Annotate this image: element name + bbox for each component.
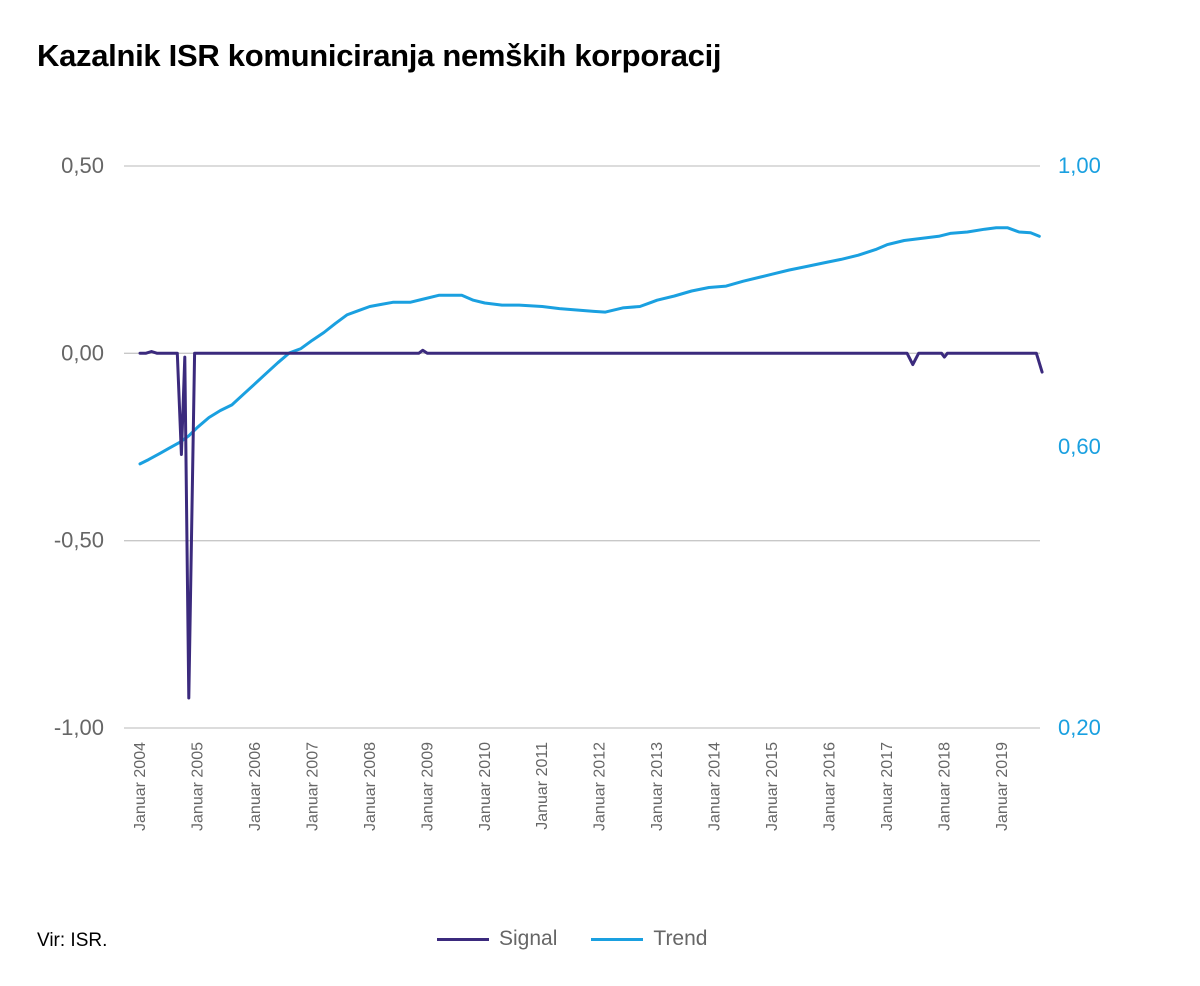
series-layer bbox=[138, 226, 1044, 700]
legend: Signal Trend bbox=[437, 924, 741, 954]
x-tick-label: Januar 2013 bbox=[649, 742, 666, 831]
x-tick-label: Januar 2018 bbox=[936, 742, 953, 831]
x-tick-label: Januar 2015 bbox=[764, 742, 781, 831]
x-tick-label: Januar 2005 bbox=[189, 742, 206, 831]
right-y-tick-label: 0,60 bbox=[1058, 434, 1101, 459]
grid-lines bbox=[124, 165, 1040, 729]
x-tick-label: Januar 2006 bbox=[247, 742, 264, 831]
x-tick-label: Januar 2016 bbox=[822, 742, 839, 831]
right-y-tick-label: 1,00 bbox=[1058, 153, 1101, 178]
x-tick-label: Januar 2014 bbox=[707, 742, 724, 831]
x-axis: Januar 2004 Januar 2005 Januar 2006 Januar … bbox=[132, 742, 1011, 831]
x-tick-label: Januar 2012 bbox=[592, 742, 609, 831]
legend-label-trend: Trend bbox=[653, 927, 708, 950]
x-tick-label: Januar 2007 bbox=[304, 742, 321, 831]
legend-label-signal: Signal bbox=[499, 927, 558, 950]
x-tick-label: Januar 2019 bbox=[994, 742, 1011, 831]
legend-item-signal: Signal bbox=[437, 927, 557, 951]
legend-swatch-trend bbox=[591, 937, 644, 941]
series-line-trend bbox=[138, 226, 1041, 466]
legend-item-trend: Trend bbox=[591, 927, 707, 951]
x-tick-label: Januar 2009 bbox=[419, 742, 436, 831]
left-y-axis: 0,50 0,00 -0,50 -1,00 bbox=[54, 153, 104, 740]
chart-title: Kazalnik ISR komuniciranja nemških korpo… bbox=[37, 38, 722, 73]
x-tick-label: Januar 2010 bbox=[477, 742, 494, 831]
left-y-tick-label: -0,50 bbox=[54, 528, 104, 553]
x-tick-label: Januar 2008 bbox=[362, 742, 379, 831]
x-tick-label: Januar 2004 bbox=[132, 742, 149, 831]
left-y-tick-label: 0,00 bbox=[61, 340, 104, 365]
legend-swatch-signal bbox=[437, 937, 489, 941]
left-y-tick-label: 0,50 bbox=[61, 153, 104, 178]
source-note: Vir: ISR. bbox=[37, 930, 108, 951]
right-y-tick-label: 0,20 bbox=[1058, 715, 1101, 740]
x-tick-label: Januar 2011 bbox=[534, 742, 551, 830]
right-y-axis: 1,00 0,60 0,20 bbox=[1058, 153, 1101, 740]
series-line-signal bbox=[138, 348, 1044, 700]
left-y-tick-label: -1,00 bbox=[54, 715, 104, 740]
x-tick-label: Januar 2017 bbox=[879, 742, 896, 831]
